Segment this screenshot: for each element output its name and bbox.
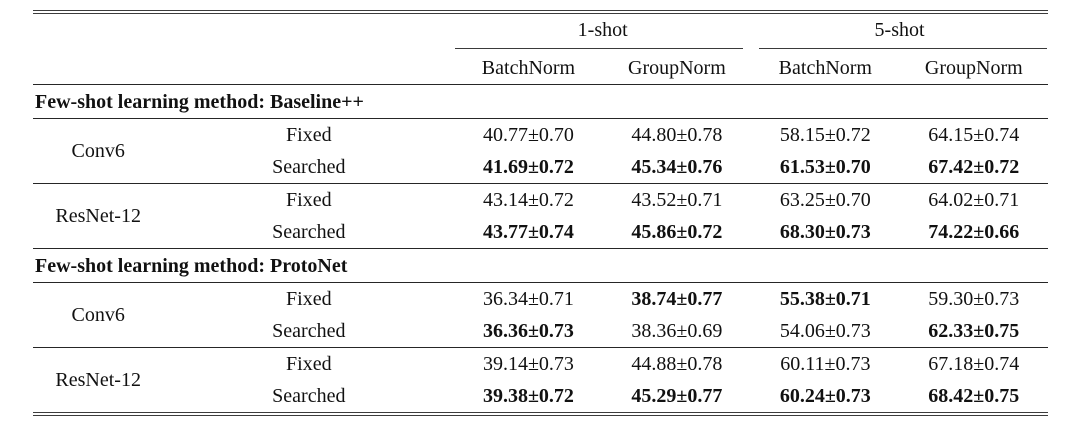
variant-cell: Searched	[163, 216, 455, 249]
value-cell: 68.42±0.75	[928, 385, 1020, 407]
value-cell: 67.18±0.74	[928, 353, 1020, 375]
group-header-row: 1-shot 5-shot	[33, 14, 1048, 46]
value-cell: 64.15±0.74	[928, 124, 1020, 146]
value-cell: 59.30±0.73	[928, 288, 1020, 310]
col-header-groupnorm-1shot: GroupNorm	[602, 51, 752, 85]
value-cell: 45.29±0.77	[631, 385, 723, 407]
value-cell: 67.42±0.72	[899, 151, 1048, 184]
results-table: 1-shot 5-shot BatchNorm GroupNorm BatchN…	[33, 10, 1048, 416]
value-cell: 63.25±0.70	[779, 189, 871, 211]
value-cell: 64.02±0.71	[928, 189, 1020, 211]
cmidrule-5shot-cell	[751, 46, 1048, 51]
value-cell: 39.38±0.72	[482, 385, 574, 407]
variant-cell: Searched	[163, 315, 455, 348]
section-header-baselinepp: Few-shot learning method: Baseline++	[33, 84, 1048, 119]
architecture-cell: Conv6	[33, 282, 164, 348]
few-shot-results-table: 1-shot 5-shot BatchNorm GroupNorm BatchN…	[33, 14, 1048, 412]
value-cell: 40.77±0.70	[482, 124, 574, 146]
architecture-cell: ResNet-12	[55, 369, 141, 391]
variant-cell: Searched	[272, 385, 346, 407]
table-row: Conv6 Fixed 36.34±0.71 38.74±0.77 55.38±…	[33, 282, 1048, 348]
group-header-1shot: 1-shot	[577, 19, 628, 41]
table-row: Searched 43.77±0.74 45.86±0.72 68.30±0.7…	[33, 216, 1048, 249]
table-row: Searched 41.69±0.72 45.34±0.76 61.53±0.7…	[33, 151, 1048, 184]
col-header-batchnorm-1shot: BatchNorm	[454, 51, 603, 85]
section-title: Few-shot learning method: Baseline++	[33, 84, 1048, 119]
architecture-cell: ResNet-12	[33, 183, 164, 249]
table-row: ResNet-12 Fixed 39.14±0.73 44.88±0.78 60…	[33, 348, 1048, 390]
variant-cell: Fixed	[286, 189, 332, 211]
value-cell: 55.38±0.71	[779, 288, 871, 310]
top-double-rule	[33, 10, 1048, 14]
value-cell: 68.30±0.73	[751, 216, 900, 249]
empty-cell	[163, 51, 455, 85]
table-row: Searched 36.36±0.73 38.36±0.69 54.06±0.7…	[33, 315, 1048, 348]
value-cell: 62.33±0.75	[899, 315, 1048, 348]
section-header-protonet: Few-shot learning method: ProtoNet	[33, 248, 1048, 283]
value-cell: 44.88±0.78	[631, 353, 723, 375]
value-cell: 43.52±0.71	[631, 189, 723, 211]
value-cell: 36.36±0.73	[454, 315, 603, 348]
section-title: Few-shot learning method: ProtoNet	[33, 248, 1048, 283]
value-cell: 43.77±0.74	[454, 216, 603, 249]
value-cell: 58.15±0.72	[779, 124, 871, 146]
value-cell: 36.34±0.71	[482, 288, 574, 310]
cmidrule-row	[33, 46, 1048, 51]
value-cell: 45.86±0.72	[602, 216, 752, 249]
architecture-cell: Conv6	[33, 118, 164, 184]
cmidrule-5shot	[759, 48, 1047, 49]
table-row: ResNet-12 Fixed 43.14±0.72 43.52±0.71 63…	[33, 183, 1048, 249]
value-cell: 44.80±0.78	[631, 124, 723, 146]
col-header-groupnorm-5shot: GroupNorm	[899, 51, 1048, 85]
bottom-double-rule	[33, 412, 1048, 416]
empty-cell	[33, 51, 164, 85]
value-cell: 61.53±0.70	[751, 151, 900, 184]
value-cell: 60.11±0.73	[780, 353, 871, 375]
cmidrule-1shot-cell	[454, 46, 751, 51]
table-row: Searched 39.38±0.72 45.29±0.77 60.24±0.7…	[33, 380, 1048, 412]
group-header-5shot: 5-shot	[874, 19, 925, 41]
value-cell: 60.24±0.73	[779, 385, 871, 407]
cmidrule-1shot	[455, 48, 744, 49]
variant-cell: Fixed	[286, 288, 332, 310]
empty-header-cell	[33, 14, 454, 46]
value-cell: 74.22±0.66	[899, 216, 1048, 249]
variant-cell: Searched	[163, 151, 455, 184]
value-cell: 43.14±0.72	[482, 189, 574, 211]
sub-header-row: BatchNorm GroupNorm BatchNorm GroupNorm	[33, 51, 1048, 85]
col-header-batchnorm-5shot: BatchNorm	[751, 51, 900, 85]
value-cell: 45.34±0.76	[602, 151, 752, 184]
variant-cell: Fixed	[286, 353, 332, 375]
value-cell: 41.69±0.72	[454, 151, 603, 184]
value-cell: 54.06±0.73	[751, 315, 900, 348]
value-cell: 38.74±0.77	[631, 288, 723, 310]
value-cell: 38.36±0.69	[602, 315, 752, 348]
value-cell: 39.14±0.73	[482, 353, 574, 375]
variant-cell: Fixed	[286, 124, 332, 146]
table-row: Conv6 Fixed 40.77±0.70 44.80±0.78 58.15±…	[33, 118, 1048, 184]
